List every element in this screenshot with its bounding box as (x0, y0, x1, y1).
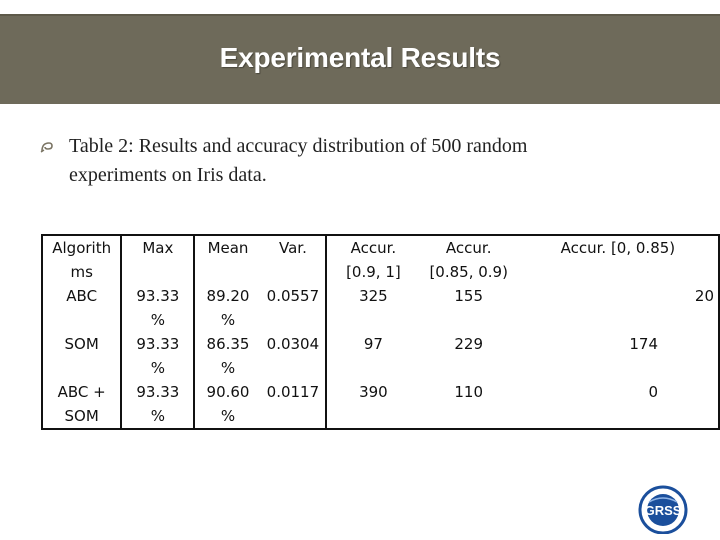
cell-mean-unit: % (220, 359, 236, 377)
cell-algo-l1: SOM (64, 335, 99, 353)
table-row: ABC + SOM 93.33 % 90.60 % 0.0117 390 110… (42, 380, 719, 429)
cell-accur-mid: 155 (454, 287, 483, 305)
cell-mean: 89.20 % (193, 284, 261, 332)
cell-mean: 90.60 % (193, 380, 261, 429)
header-max: Max (120, 235, 195, 284)
cell-algo: ABC + SOM (42, 380, 121, 429)
cell-max-unit: % (150, 311, 165, 329)
header-accur-high-l1: Accur. (350, 239, 397, 257)
title-bar: Experimental Results (0, 14, 720, 104)
cell-var: 0.0117 (266, 383, 320, 401)
cell-accur-low: 20 (694, 287, 714, 305)
bullet-text-line2: experiments on Iris data. (69, 164, 267, 186)
cell-algo: ABC (42, 284, 121, 332)
table-header-row: Algorith ms Max Mean Var. Accur. [0.9, 1… (42, 235, 719, 284)
header-accur-low: Accur. [0, 0.85) (560, 239, 676, 257)
cell-accur-high: 97 (325, 332, 420, 380)
grss-logo-text: GRSS (645, 503, 682, 518)
cell-accur-mid: 110 (454, 383, 483, 401)
bullet-swirl-icon (40, 140, 54, 154)
grss-logo: GRSS (626, 484, 700, 535)
header-accur-high: Accur. [0.9, 1] (325, 235, 420, 284)
cell-max-value: 93.33 (136, 335, 180, 353)
header-algorithms-l1: Algorith (52, 239, 112, 257)
cell-max: 93.33 % (120, 284, 195, 332)
header-accur-mid-l2: [0.85, 0.9) (429, 263, 508, 281)
header-accur-high-l2: [0.9, 1] (346, 263, 401, 281)
bullet-item: Table 2: Results and accuracy distributi… (40, 132, 660, 190)
cell-accur-high: 390 (325, 380, 420, 429)
header-accur-mid-l1: Accur. (445, 239, 492, 257)
header-accur-mid: Accur. [0.85, 0.9) (420, 235, 518, 284)
cell-mean-value: 89.20 (206, 287, 250, 305)
grss-logo-icon: GRSS (638, 485, 688, 535)
cell-max: 93.33 % (120, 332, 195, 380)
cell-accur-mid: 229 (454, 335, 483, 353)
cell-accur-low: 174 (629, 335, 658, 353)
title-bar-accent (0, 14, 720, 16)
cell-mean-value: 90.60 (206, 383, 250, 401)
cell-var: 0.0304 (266, 335, 320, 353)
bullet-text-line1: Table 2: Results and accuracy distributi… (69, 135, 528, 157)
table-row: ABC 93.33 % 89.20 % 0.0557 325 155 20 (42, 284, 719, 332)
cell-var: 0.0557 (266, 287, 320, 305)
cell-algo-l2: SOM (64, 407, 99, 425)
cell-max-unit: % (150, 359, 165, 377)
header-var: Var. (278, 239, 307, 257)
slide-title: Experimental Results (219, 42, 501, 73)
header-algorithms-l2: ms (70, 263, 93, 281)
cell-algo: SOM (42, 332, 121, 380)
cell-max-unit: % (150, 407, 165, 425)
table-row: SOM 93.33 % 86.35 % 0.0304 97 229 174 (42, 332, 719, 380)
cell-max-value: 93.33 (136, 383, 180, 401)
cell-algo-l1: ABC (66, 287, 98, 305)
cell-mean: 86.35 % (193, 332, 261, 380)
results-table: Algorith ms Max Mean Var. Accur. [0.9, 1… (41, 234, 720, 430)
cell-max: 93.33 % (120, 380, 195, 429)
header-algorithms: Algorith ms (42, 235, 121, 284)
cell-max-value: 93.33 (136, 287, 180, 305)
header-mean: Mean (193, 235, 261, 284)
cell-mean-unit: % (220, 311, 236, 329)
cell-accur-low: 0 (648, 383, 658, 401)
cell-algo-l1: ABC + (57, 383, 106, 401)
cell-mean-unit: % (220, 407, 236, 425)
cell-mean-value: 86.35 (206, 335, 250, 353)
cell-accur-high: 325 (325, 284, 420, 332)
